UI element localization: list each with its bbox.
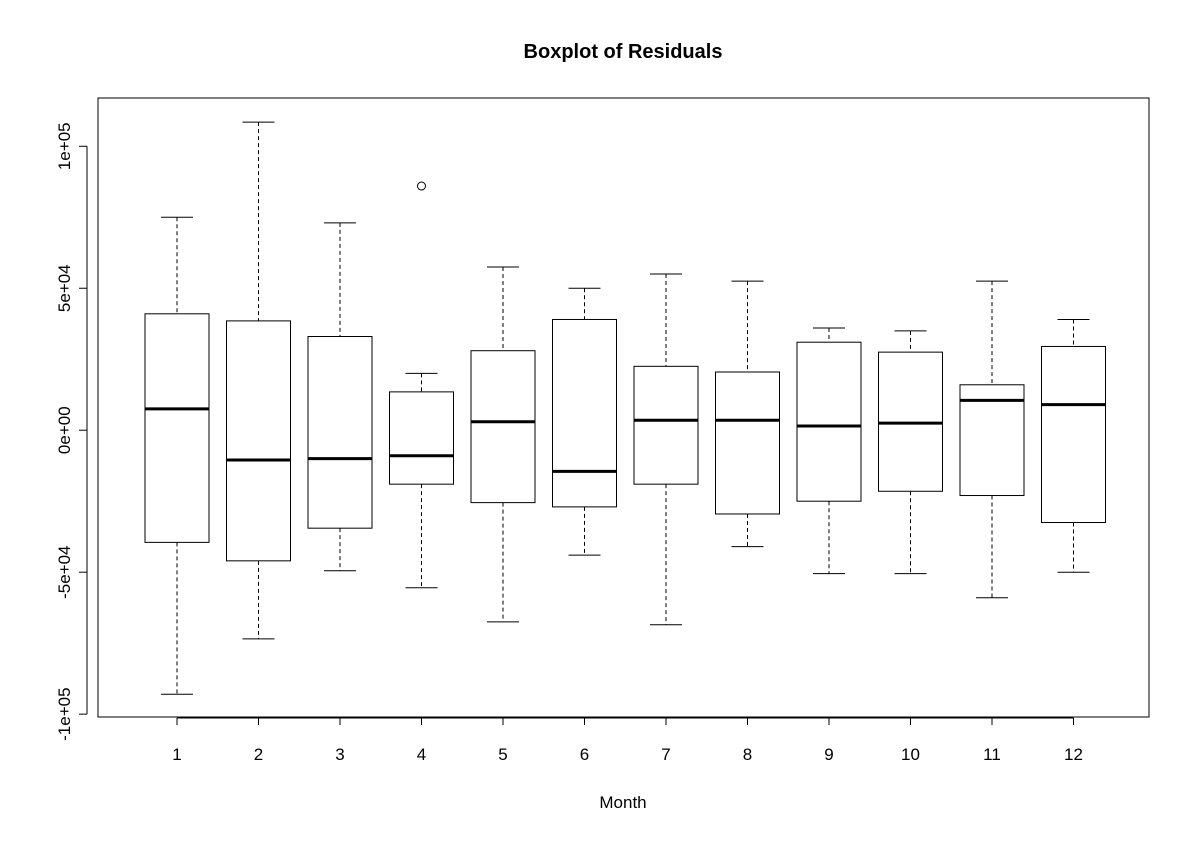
x-tick-label: 3 xyxy=(335,745,344,764)
y-axis: -1e+05 -5e+04 0e+00 5e+04 1e+05 xyxy=(55,122,88,741)
iqr-box xyxy=(959,384,1025,497)
box-month-9 xyxy=(796,327,862,575)
x-tick-label: 6 xyxy=(580,745,589,764)
x-tick-label: 5 xyxy=(498,745,507,764)
outlier-point xyxy=(417,181,426,191)
y-tick-label: -5e+04 xyxy=(55,545,74,598)
box-month-12 xyxy=(1041,318,1106,573)
x-tick-label: 11 xyxy=(983,745,1001,764)
box-month-1 xyxy=(144,216,210,695)
plot-frame xyxy=(97,97,1150,718)
iqr-box xyxy=(633,365,699,485)
x-tick-label: 1 xyxy=(172,745,181,764)
iqr-box xyxy=(307,336,373,529)
box-month-5 xyxy=(470,266,536,623)
box-month-6 xyxy=(552,287,617,556)
y-tick-label: -1e+05 xyxy=(55,687,74,740)
iqr-box xyxy=(552,318,617,508)
iqr-box xyxy=(796,341,862,502)
x-tick-label: 9 xyxy=(824,745,833,764)
x-tick-label: 10 xyxy=(901,745,920,764)
iqr-box xyxy=(144,313,210,543)
iqr-box xyxy=(715,371,780,515)
chart-title: Boxplot of Residuals xyxy=(524,41,723,63)
box-month-2 xyxy=(226,121,291,640)
iqr-box xyxy=(389,391,454,485)
box-month-10 xyxy=(878,330,943,575)
box-month-11 xyxy=(959,280,1025,599)
iqr-box xyxy=(226,320,291,562)
box-month-8 xyxy=(715,280,780,548)
x-tick-label: 2 xyxy=(254,745,263,764)
box-month-4 xyxy=(389,181,454,589)
x-tick-label: 4 xyxy=(417,745,426,764)
y-tick-label: 1e+05 xyxy=(55,122,74,170)
x-tick-label: 7 xyxy=(661,745,670,764)
iqr-box xyxy=(1041,345,1106,523)
x-axis-label: Month xyxy=(599,793,646,812)
x-tick-label: 8 xyxy=(743,745,752,764)
box-month-3 xyxy=(307,222,373,572)
x-tick-label: 12 xyxy=(1064,745,1083,764)
x-axis: 1 2 3 4 5 6 7 8 9 10 11 12 xyxy=(172,717,1083,764)
iqr-box xyxy=(470,350,536,504)
y-tick-label: 5e+04 xyxy=(55,264,74,312)
box-month-7 xyxy=(633,273,699,626)
boxes-group xyxy=(144,121,1106,695)
y-tick-label: 0e+00 xyxy=(55,406,74,454)
